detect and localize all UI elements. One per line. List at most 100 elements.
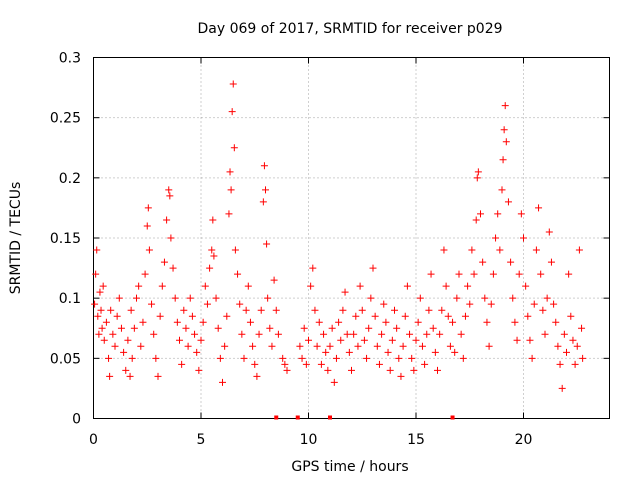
data-point xyxy=(191,330,199,338)
data-point xyxy=(354,342,362,350)
data-point xyxy=(537,270,545,278)
data-point xyxy=(382,318,390,326)
data-point xyxy=(238,330,246,338)
data-point xyxy=(330,378,338,386)
data-point xyxy=(554,342,562,350)
data-point xyxy=(517,210,525,218)
data-point xyxy=(167,234,175,242)
data-point xyxy=(203,300,211,308)
data-point xyxy=(378,330,386,338)
data-point xyxy=(384,348,392,356)
data-point xyxy=(578,324,586,332)
data-point xyxy=(106,372,114,380)
data-point xyxy=(365,324,373,332)
data-point xyxy=(158,282,166,290)
data-point xyxy=(268,342,276,350)
data-point xyxy=(260,162,268,170)
data-point xyxy=(315,318,323,326)
data-point xyxy=(126,372,134,380)
data-point xyxy=(569,336,577,344)
data-point xyxy=(195,366,203,374)
data-point xyxy=(573,342,581,350)
y-tick-label: 0.1 xyxy=(59,291,81,307)
data-point xyxy=(395,354,403,362)
data-point xyxy=(322,348,330,356)
data-point xyxy=(487,300,495,308)
data-point xyxy=(461,312,469,320)
data-point xyxy=(545,228,553,236)
data-point xyxy=(281,360,289,368)
data-point xyxy=(210,252,218,260)
data-point xyxy=(494,210,502,218)
data-point xyxy=(270,276,278,284)
data-point xyxy=(201,282,209,290)
data-point xyxy=(571,360,579,368)
data-point xyxy=(156,312,164,320)
data-point xyxy=(165,186,173,194)
data-point xyxy=(199,318,207,326)
data-point xyxy=(528,354,536,362)
x-axis-title: GPS time / hours xyxy=(291,459,408,475)
data-point xyxy=(552,318,560,326)
data-point xyxy=(236,300,244,308)
data-point xyxy=(150,330,158,338)
baseline-marker xyxy=(328,415,332,420)
data-point xyxy=(230,144,238,152)
data-point xyxy=(451,348,459,356)
data-point xyxy=(216,354,224,362)
data-point xyxy=(229,80,237,88)
baseline-markers xyxy=(274,415,455,420)
data-point xyxy=(474,168,482,176)
y-tick-label: 0 xyxy=(72,412,81,428)
data-point xyxy=(563,348,570,356)
data-point xyxy=(532,246,540,254)
data-point xyxy=(524,312,532,320)
data-point xyxy=(358,306,366,314)
y-axis-tick-labels: 0 0.05 0.1 0.15 0.2 0.25 0.3 xyxy=(50,51,81,428)
data-point xyxy=(148,300,156,308)
y-tick-label: 0.3 xyxy=(59,51,81,67)
data-point xyxy=(135,282,143,290)
data-point xyxy=(169,264,177,272)
data-point xyxy=(429,324,437,332)
data-point xyxy=(345,348,353,356)
data-point xyxy=(197,336,205,344)
data-point xyxy=(363,354,371,362)
plot-frame xyxy=(93,57,610,419)
data-point xyxy=(99,282,107,290)
data-point xyxy=(498,186,506,194)
data-point xyxy=(423,330,431,338)
data-point xyxy=(279,354,287,362)
data-point xyxy=(485,342,493,350)
data-point xyxy=(414,318,422,326)
data-point xyxy=(457,330,465,338)
data-point xyxy=(122,366,130,374)
data-point xyxy=(253,372,261,380)
data-point xyxy=(141,270,149,278)
data-point xyxy=(98,324,106,332)
data-point xyxy=(160,258,168,266)
data-point xyxy=(328,324,336,332)
data-point xyxy=(515,270,523,278)
data-point xyxy=(466,300,474,308)
data-point xyxy=(535,204,543,212)
data-point xyxy=(501,102,509,110)
data-point xyxy=(127,306,135,314)
data-point xyxy=(317,360,325,368)
data-point xyxy=(373,342,381,350)
data-point xyxy=(380,300,388,308)
data-point xyxy=(117,324,125,332)
data-point xyxy=(522,282,530,290)
data-point xyxy=(95,330,103,338)
data-point xyxy=(166,192,174,200)
data-point xyxy=(421,360,429,368)
data-point xyxy=(163,216,171,224)
data-point xyxy=(442,282,450,290)
data-point xyxy=(274,330,282,338)
data-point xyxy=(369,264,377,272)
data-point xyxy=(513,336,521,344)
y-tick-label: 0.05 xyxy=(50,351,81,367)
data-point xyxy=(133,294,140,302)
data-point xyxy=(408,354,416,362)
data-point xyxy=(401,312,409,320)
